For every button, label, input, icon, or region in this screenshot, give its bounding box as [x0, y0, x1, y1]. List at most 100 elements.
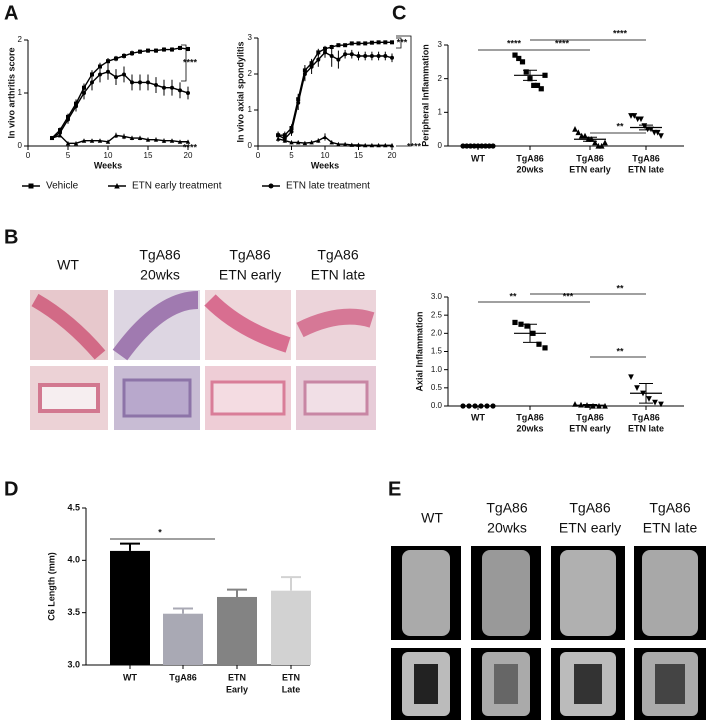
- error-bar: [523, 323, 537, 343]
- marker: [114, 183, 120, 189]
- error-bar: [523, 69, 537, 81]
- marker: [106, 69, 110, 74]
- marker: [634, 385, 640, 391]
- marker: [336, 141, 341, 147]
- bar: [271, 590, 311, 665]
- x-tick-label: 5: [289, 151, 294, 160]
- y-tick-label: 3: [248, 33, 253, 42]
- marker: [356, 41, 361, 46]
- category-label: ETN: [228, 672, 246, 682]
- marker: [534, 82, 541, 88]
- x-tick-label: 15: [354, 151, 363, 160]
- marker: [309, 140, 314, 145]
- y-tick-label: 2: [248, 69, 253, 78]
- marker: [336, 57, 341, 62]
- marker: [122, 72, 126, 77]
- legend-label: ETN early treatment: [132, 181, 222, 192]
- column-label: 20wks: [487, 520, 527, 536]
- marker: [162, 85, 166, 90]
- marker: [390, 40, 394, 45]
- marker: [342, 141, 348, 147]
- marker: [512, 319, 518, 326]
- x-tick-label: 0: [256, 151, 261, 160]
- marker: [186, 91, 190, 95]
- marker: [161, 138, 167, 143]
- marker: [138, 49, 142, 54]
- marker: [113, 133, 119, 138]
- error-bar: [281, 576, 301, 591]
- marker: [383, 40, 388, 45]
- x-axis-label: Weeks: [94, 160, 122, 170]
- column-label: TgA86: [649, 500, 690, 516]
- panel-label: E: [388, 478, 401, 500]
- annotation: ****: [183, 142, 198, 152]
- category-label: TgA86: [516, 412, 544, 422]
- marker: [316, 57, 321, 62]
- marker: [73, 140, 79, 146]
- marker: [106, 59, 110, 64]
- bracket: [396, 37, 402, 49]
- marker: [652, 399, 658, 406]
- legend-label: ETN late treatment: [286, 181, 370, 192]
- histology-images: [30, 290, 376, 430]
- series-line: [277, 51, 393, 140]
- y-tick-label: 0.5: [431, 383, 443, 392]
- column-label: 20wks: [140, 267, 180, 283]
- marker: [336, 43, 341, 48]
- marker: [602, 139, 608, 146]
- marker: [390, 55, 394, 60]
- y-axis-label: In vivo axial spondylitis: [235, 41, 245, 142]
- y-tick-label: 2: [438, 74, 443, 83]
- category-label: TgA86: [169, 672, 197, 682]
- marker: [121, 134, 127, 139]
- x-tick-label: 20: [388, 151, 397, 160]
- marker: [516, 55, 522, 62]
- error-bar: [120, 542, 140, 551]
- marker: [628, 374, 634, 381]
- x-tick-label: 0: [26, 151, 31, 160]
- column-label: ETN late: [311, 267, 366, 283]
- marker: [129, 135, 135, 141]
- marker: [105, 139, 111, 144]
- marker: [575, 129, 582, 136]
- y-tick-label: 3.0: [67, 659, 80, 669]
- annotation: ****: [507, 38, 522, 48]
- marker: [130, 51, 134, 56]
- marker: [276, 133, 281, 138]
- marker: [178, 88, 182, 93]
- category-label: TgA86: [632, 412, 660, 422]
- y-tick-label: 4.0: [67, 555, 80, 565]
- marker: [536, 341, 542, 347]
- marker: [376, 142, 381, 148]
- marker: [296, 140, 301, 145]
- category-label: ETN late: [628, 423, 664, 433]
- y-tick-label: 4.5: [67, 502, 80, 512]
- marker: [376, 40, 381, 45]
- marker: [598, 142, 605, 149]
- annotation: **: [616, 283, 624, 293]
- marker: [185, 139, 191, 144]
- bar: [163, 613, 203, 665]
- y-tick-label: 0.0: [431, 401, 443, 410]
- marker: [154, 48, 158, 53]
- annotation: ****: [407, 141, 422, 151]
- marker: [186, 47, 190, 52]
- panel-label: B: [4, 226, 18, 248]
- marker: [114, 75, 118, 80]
- y-axis-label: C6 Length (mm): [46, 552, 56, 621]
- bracket: [181, 44, 187, 82]
- series-line: [51, 47, 189, 139]
- x-tick-label: 15: [144, 151, 153, 160]
- column-label: WT: [421, 510, 443, 526]
- marker: [329, 140, 334, 145]
- marker: [383, 54, 388, 58]
- annotation: *: [158, 527, 162, 537]
- annotation: ***: [563, 291, 574, 301]
- category-label: 20wks: [516, 423, 543, 433]
- y-tick-label: 0: [18, 141, 23, 150]
- bracket: [396, 35, 412, 147]
- panel-label: A: [4, 2, 18, 24]
- panel-label: C: [392, 2, 406, 24]
- annotation: ****: [613, 28, 628, 38]
